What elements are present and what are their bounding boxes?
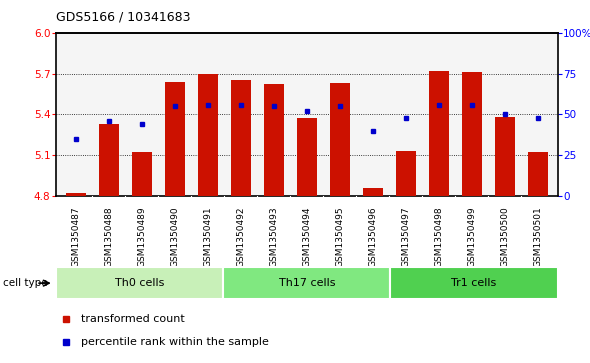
Bar	[99, 124, 119, 196]
Bar	[495, 117, 514, 196]
Text: GSM1350488: GSM1350488	[104, 206, 113, 267]
Bar	[363, 188, 383, 196]
Text: GSM1350487: GSM1350487	[71, 206, 80, 267]
Bar	[231, 80, 251, 196]
Bar	[297, 118, 317, 196]
Bar	[330, 83, 350, 196]
Text: GSM1350495: GSM1350495	[335, 206, 345, 267]
Text: Th17 cells: Th17 cells	[278, 278, 335, 288]
Text: cell type: cell type	[3, 278, 48, 288]
Bar	[528, 152, 548, 196]
Bar	[396, 151, 416, 196]
Text: transformed count: transformed count	[81, 314, 185, 324]
Text: GSM1350492: GSM1350492	[237, 206, 245, 267]
Text: GSM1350491: GSM1350491	[204, 206, 212, 267]
Bar	[165, 82, 185, 196]
Bar	[429, 71, 448, 196]
Text: GSM1350489: GSM1350489	[137, 206, 146, 267]
Text: Th0 cells: Th0 cells	[115, 278, 165, 288]
Text: percentile rank within the sample: percentile rank within the sample	[81, 337, 269, 347]
Bar	[264, 84, 284, 196]
Bar	[198, 73, 218, 196]
Text: GSM1350498: GSM1350498	[434, 206, 443, 267]
Text: GSM1350501: GSM1350501	[533, 206, 542, 267]
Bar	[66, 193, 86, 196]
Text: GSM1350496: GSM1350496	[368, 206, 377, 267]
Text: GSM1350490: GSM1350490	[171, 206, 179, 267]
Text: GSM1350499: GSM1350499	[467, 206, 476, 267]
Bar	[462, 72, 481, 196]
Bar	[391, 267, 558, 299]
Text: GSM1350493: GSM1350493	[269, 206, 278, 267]
Bar	[56, 267, 223, 299]
Bar	[223, 267, 391, 299]
Text: GSM1350500: GSM1350500	[500, 206, 509, 267]
Text: GSM1350497: GSM1350497	[401, 206, 410, 267]
Text: Tr1 cells: Tr1 cells	[451, 278, 497, 288]
Bar	[132, 152, 152, 196]
Text: GDS5166 / 10341683: GDS5166 / 10341683	[56, 11, 191, 24]
Text: GSM1350494: GSM1350494	[302, 206, 312, 267]
